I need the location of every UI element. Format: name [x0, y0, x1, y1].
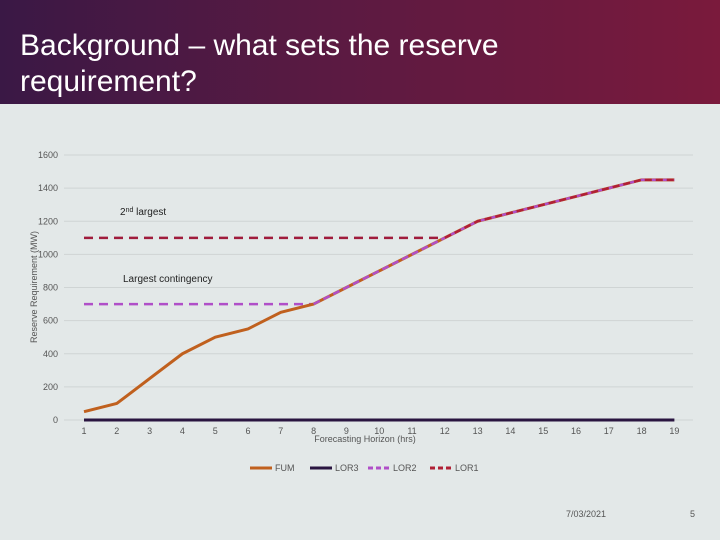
x-tick-label-4: 4: [180, 426, 185, 436]
legend-label-lor2: LOR2: [393, 463, 417, 473]
y-tick-label-1400: 1400: [38, 183, 58, 193]
x-tick-label-3: 3: [147, 426, 152, 436]
x-tick-label-10: 10: [374, 426, 384, 436]
y-tick-label-0: 0: [53, 415, 58, 425]
legend-label-lor3: LOR3: [335, 463, 359, 473]
legend-label-fum: FUM: [275, 463, 295, 473]
x-tick-label-7: 7: [278, 426, 283, 436]
title-banner: Background – what sets the reserve requi…: [0, 0, 720, 104]
x-tick-label-5: 5: [213, 426, 218, 436]
y-tick-label-800: 800: [43, 283, 58, 293]
y-tick-label-400: 400: [43, 349, 58, 359]
series-line-lor1: [444, 178, 675, 239]
x-tick-label-17: 17: [604, 426, 614, 436]
x-tick-label-8: 8: [311, 426, 316, 436]
y-tick-label-1200: 1200: [38, 216, 58, 226]
largest-contingency-label: Largest contingency: [123, 274, 213, 285]
y-axis-title: Reserve Requirement (MW): [29, 231, 39, 343]
slide-title: Background – what sets the reserve requi…: [20, 29, 499, 98]
x-tick-label-12: 12: [440, 426, 450, 436]
page-number: 5: [690, 509, 696, 519]
x-tick-label-9: 9: [344, 426, 349, 436]
x-tick-label-16: 16: [571, 426, 581, 436]
y-tick-label-200: 200: [43, 382, 58, 392]
y-tick-label-1000: 1000: [38, 249, 58, 259]
legend-label-lor1: LOR1: [455, 463, 479, 473]
second-largest-label: 2nd largest: [120, 207, 166, 219]
x-tick-label-6: 6: [245, 426, 250, 436]
footer-date: 7/03/2021: [566, 509, 607, 519]
x-tick-label-19: 19: [669, 426, 679, 436]
series-line-fum: [83, 178, 675, 414]
x-tick-label-1: 1: [81, 426, 86, 436]
x-tick-label-11: 11: [407, 426, 416, 436]
x-tick-label-18: 18: [637, 426, 647, 436]
x-tick-label-14: 14: [505, 426, 515, 436]
y-tick-label-600: 600: [43, 316, 58, 326]
x-axis-title: Forecasting Horizon (hrs): [314, 434, 416, 444]
series-line-lor2: [313, 178, 675, 306]
x-tick-label-2: 2: [114, 426, 119, 436]
x-tick-label-13: 13: [473, 426, 483, 436]
x-tick-label-15: 15: [538, 426, 548, 436]
y-tick-label-1600: 1600: [38, 150, 58, 160]
